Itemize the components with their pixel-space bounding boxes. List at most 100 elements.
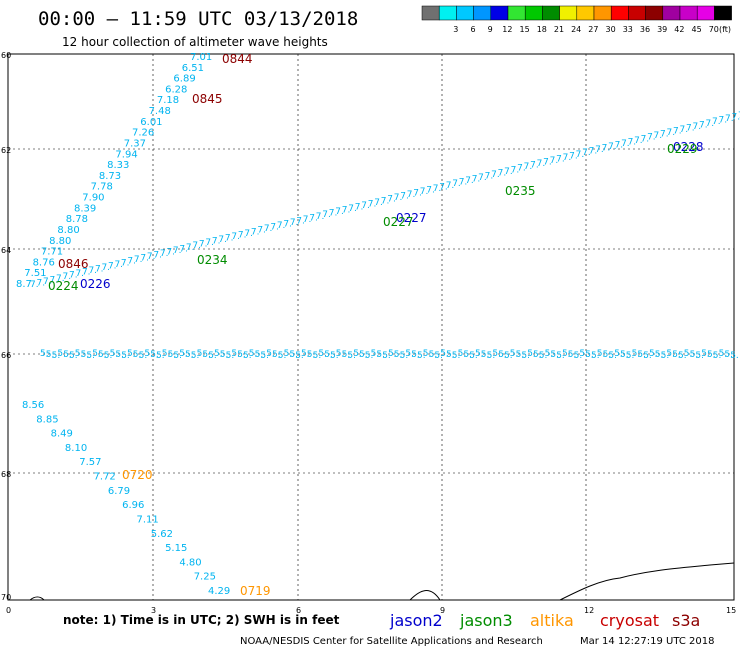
track-mark: 7. <box>426 185 435 195</box>
track-mark: 5. <box>260 351 269 361</box>
track-mark: 7. <box>686 123 695 133</box>
track-mark: 7. <box>225 233 234 243</box>
track-mark: 5. <box>434 351 443 361</box>
track-mark: 7. <box>517 164 526 174</box>
legend-swatch <box>438 5 457 21</box>
legend-swatch <box>593 5 612 21</box>
track-mark: 7. <box>465 176 474 186</box>
track-mark: 7. <box>205 238 214 248</box>
legend-swatch <box>662 5 681 21</box>
swh-value: 8.80 <box>49 236 71 247</box>
track-mark: 7. <box>199 240 208 250</box>
swh-value: 7.26 <box>132 128 154 139</box>
track-mark: 5. <box>342 350 351 360</box>
pass-time: 0845 <box>192 92 223 106</box>
legend-label: 36 <box>640 25 650 34</box>
lat-label: 64 <box>1 246 11 255</box>
swh-value: 8.56 <box>22 400 44 411</box>
track-mark: 7. <box>706 119 715 129</box>
track-mark: 5. <box>632 349 641 359</box>
track-mark: 7. <box>231 232 240 242</box>
legend-label: 27 <box>588 25 598 34</box>
graticule <box>8 54 734 600</box>
lat-label: 68 <box>1 470 11 479</box>
swh-value: 8.49 <box>51 429 73 440</box>
track-mark: 5. <box>603 350 612 360</box>
track-mark: 5. <box>150 350 159 360</box>
track-mark: 5. <box>504 351 513 361</box>
track-mark: 5. <box>521 351 530 361</box>
track-mark: 5. <box>626 351 635 361</box>
legend-swatch <box>456 5 474 21</box>
track-mark: 5. <box>92 349 101 359</box>
legend-label: 70 <box>709 25 719 34</box>
lat-label: 70 <box>1 593 11 602</box>
legend-swatch <box>473 5 492 21</box>
track-mark: 5. <box>498 350 507 360</box>
swh-value: 7.78 <box>91 182 113 193</box>
track-mark: 5. <box>585 350 594 360</box>
swh-value: 7.71 <box>41 247 63 258</box>
track-mark: 7. <box>160 249 169 259</box>
track-mark: 5. <box>231 349 240 359</box>
track-mark: 7. <box>355 202 364 212</box>
swh-value: 5.62 <box>151 529 173 540</box>
track-mark: 5. <box>365 351 374 361</box>
lon-label: 6 <box>296 606 301 615</box>
lat-label: 62 <box>1 146 11 155</box>
legend-swatch <box>559 5 578 21</box>
track-mark: 5. <box>568 350 577 360</box>
track-mark: 7. <box>407 190 416 200</box>
track-mark: 7. <box>296 216 305 226</box>
swh-value: 6.89 <box>173 74 195 85</box>
track-mark: 5. <box>255 350 264 360</box>
swh-value: 6.51 <box>182 63 204 74</box>
swh-value: 7.25 <box>194 572 216 583</box>
track-mark: 5. <box>690 350 699 360</box>
track-mark: 5. <box>52 351 61 361</box>
track-mark: 5. <box>278 351 287 361</box>
lon-label: 9 <box>440 606 445 615</box>
track-mark: 5. <box>307 350 316 360</box>
track-mark: 7. <box>602 144 611 154</box>
track-mark: 7. <box>342 206 351 216</box>
track-mark: 7. <box>582 148 591 158</box>
pass-time: 0227 <box>383 215 414 229</box>
track-mark: 7. <box>439 182 448 192</box>
track-mark: 7. <box>251 227 260 237</box>
track-mark: 5. <box>63 350 72 360</box>
legend-label: 18 <box>537 25 547 34</box>
swh-value: 4.80 <box>179 557 201 568</box>
track-mark: 5. <box>104 351 113 361</box>
track-mark: 5. <box>394 350 403 360</box>
legend-label: 3 <box>453 25 458 34</box>
swh-value: 8.73 <box>99 171 121 182</box>
track-mark: 5. <box>226 351 235 361</box>
legend-swatch <box>542 5 560 21</box>
legend-label: 45 <box>692 25 702 34</box>
coastline <box>29 562 735 601</box>
swh-value: 8.10 <box>65 443 87 454</box>
track-mark: 5. <box>336 349 345 359</box>
track-mark: 5. <box>359 350 368 360</box>
track-mark: 7. <box>244 229 253 239</box>
track-mark: 7. <box>608 142 617 152</box>
track-mark: 7. <box>309 213 318 223</box>
track-mark: 5. <box>40 349 49 359</box>
legend-swatch <box>490 5 509 21</box>
track-mark: 5. <box>144 349 153 359</box>
track-mark: 7. <box>277 221 286 231</box>
track-mark: 7. <box>615 140 624 150</box>
track-mark: 7. <box>413 189 422 199</box>
pass-time: 0844 <box>222 52 253 66</box>
swh-value: 7.18 <box>157 95 179 106</box>
swh-value: 7.51 <box>24 268 46 279</box>
swh-value: 7.01 <box>190 52 212 63</box>
track-mark: 5. <box>417 351 426 361</box>
track-mark: 5. <box>713 351 722 361</box>
track-mark: 5. <box>574 351 583 361</box>
swh-value: 8.78 <box>66 214 88 225</box>
lon-label: 0 <box>6 606 11 615</box>
swh-value: 8.80 <box>57 225 79 236</box>
track-mark: 5. <box>458 349 467 359</box>
